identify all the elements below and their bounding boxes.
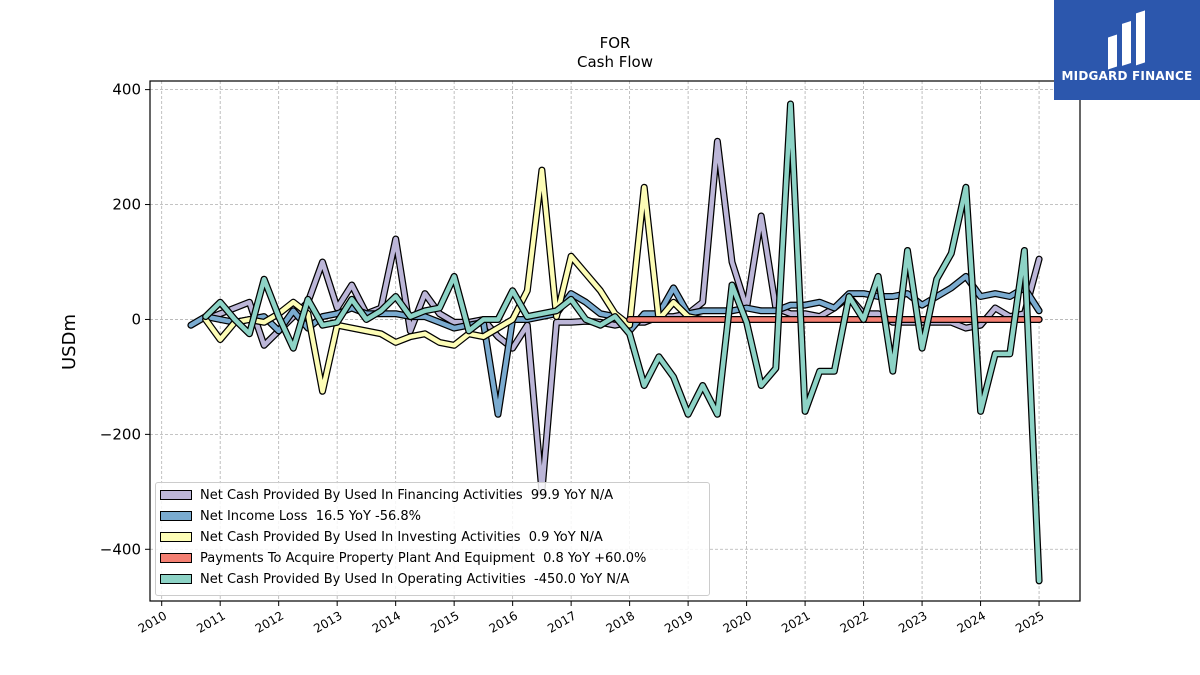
x-axis-ticks: 2010 2011 2012 2013 2014 2015 2016 2017 2018 2019… (136, 601, 1047, 636)
y-tick-label: −200 (100, 425, 141, 443)
x-tick-label: 2012 (253, 608, 286, 635)
x-tick-label: 2019 (662, 608, 695, 635)
legend-swatch (160, 511, 192, 521)
logo-mark-icon (1108, 10, 1145, 70)
legend-item: Net Cash Provided By Used In Operating A… (156, 570, 629, 588)
y-tick-label: 200 (112, 196, 141, 214)
chart-subtitle: Cash Flow (577, 53, 653, 71)
x-tick-label: 2013 (311, 608, 344, 635)
legend-label: Net Cash Provided By Used In Investing A… (200, 529, 603, 545)
y-tick-label: 400 (112, 81, 141, 99)
chart-legend: Net Cash Provided By Used In Financing A… (155, 482, 710, 596)
series-line-4 (202, 100, 1043, 585)
x-tick-label: 2014 (370, 608, 403, 635)
x-tick-label: 2021 (779, 608, 812, 635)
series-stroke (203, 101, 1042, 584)
chart-title: FOR (600, 34, 631, 52)
y-tick-label: −400 (100, 540, 141, 558)
x-tick-label: 2023 (896, 608, 929, 635)
legend-item: Payments To Acquire Property Plant And E… (156, 549, 646, 567)
logo-text: MIDGARD FINANCE (1061, 69, 1193, 83)
legend-item: Net Cash Provided By Used In Financing A… (156, 486, 613, 504)
legend-swatch (160, 574, 192, 584)
x-tick-label: 2017 (545, 608, 578, 635)
legend-label: Net Income Loss 16.5 YoY -56.8% (200, 508, 422, 524)
legend-label: Payments To Acquire Property Plant And E… (200, 550, 647, 566)
legend-swatch (160, 532, 192, 542)
y-tick-label: 0 (131, 310, 141, 328)
legend-swatch (160, 490, 192, 500)
y-axis-label: USDm (59, 314, 80, 370)
x-tick-label: 2010 (136, 608, 169, 635)
plot-frame (149, 80, 1081, 602)
y-axis-ticks: 400 200 0 −200 −400 (100, 81, 150, 558)
series-lines (187, 100, 1043, 585)
legend-item: Net Cash Provided By Used In Investing A… (156, 528, 603, 546)
x-tick-label: 2022 (838, 608, 871, 635)
x-tick-label: 2025 (1013, 608, 1046, 635)
x-tick-label: 2015 (428, 608, 461, 635)
midgard-finance-logo: MIDGARD FINANCE (1054, 0, 1200, 100)
legend-label: Net Cash Provided By Used In Financing A… (200, 487, 614, 503)
x-tick-label: 2011 (194, 608, 227, 635)
x-tick-label: 2016 (487, 608, 520, 635)
x-tick-label: 2024 (955, 608, 988, 635)
legend-label: Net Cash Provided By Used In Operating A… (200, 571, 630, 587)
x-tick-label: 2020 (721, 608, 754, 635)
x-tick-label: 2018 (604, 608, 637, 635)
legend-item: Net Income Loss 16.5 YoY -56.8% (156, 507, 421, 525)
legend-swatch (160, 553, 192, 563)
